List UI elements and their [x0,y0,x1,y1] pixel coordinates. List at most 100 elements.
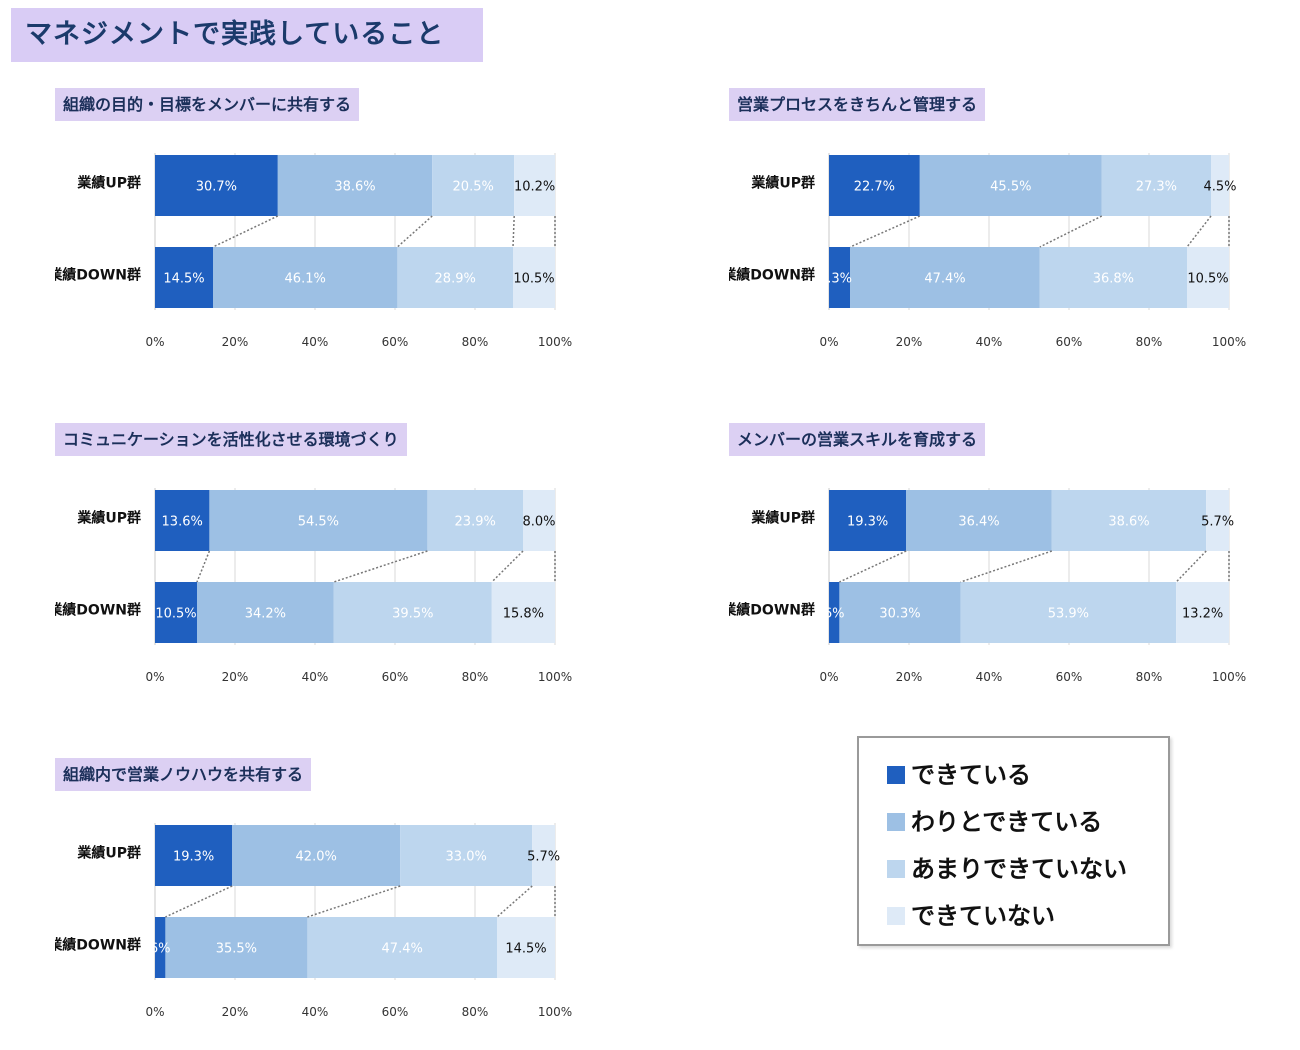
bar-segment [197,582,334,643]
bar-segment [960,582,1177,643]
x-tick-label: 80% [1136,335,1163,349]
data-label: 46.1% [285,272,326,287]
category-label: 業績DOWN群 [55,937,141,954]
bar-segment [1051,490,1207,551]
bar-segment [427,490,523,551]
data-label: 20.5% [453,180,494,195]
data-label: 33.0% [446,850,487,865]
page-title: マネジメントで実践していること [11,8,483,62]
x-tick-label: 20% [896,670,923,684]
chart-1-title: 組織の目的・目標をメンバーに共有する [55,88,360,121]
x-tick-label: 0% [145,670,164,684]
chart-2-title: 営業プロセスをきちんと管理する [729,88,986,121]
data-label: 53.9% [1048,607,1089,622]
data-label: 39.5% [392,607,433,622]
legend-label: わりとできている [911,808,1103,836]
connector-line [196,550,211,583]
bar-segment [155,490,210,551]
data-label: 36.4% [958,515,999,530]
data-label: 38.6% [334,180,375,195]
bar-segment [513,247,555,308]
connector-line [491,550,524,583]
connector-line [1039,215,1103,248]
x-tick-label: 0% [819,670,838,684]
connector-line [396,215,433,248]
category-label: 業績UP群 [76,175,141,192]
data-label: 30.7% [196,180,237,195]
bar-segment [213,247,398,308]
chart-panel-2: 22.7% 45.5% 27.3% 4.5% 業績UP群 .3% 47.4% 36.8% 10.… [729,88,1300,378]
data-label: 22.7% [854,180,895,195]
chart-2-svg: 22.7% 45.5% 27.3% 4.5% 業績UP群 .3% 47.4% 36.8% 10.… [729,153,1246,349]
data-label: 36.8% [1093,272,1134,287]
data-label: .3% [827,272,852,287]
category-label: 業績DOWN群 [729,267,815,284]
category-label: 業績UP群 [76,510,141,527]
x-tick-label: 40% [302,670,329,684]
connector-line [165,885,233,918]
chart-4-title: メンバーの営業スキルを育成する [729,423,986,456]
category-label: 業績UP群 [750,510,815,527]
data-label: 54.5% [298,515,339,530]
connector-line [960,550,1053,583]
category-label: 業績DOWN群 [729,602,815,619]
bar-segment [1206,490,1229,551]
x-tick-label: 0% [819,335,838,349]
data-label: 13.6% [162,515,203,530]
data-label: 8.0% [522,515,555,530]
x-tick-label: 0% [145,335,164,349]
bar-segment [307,917,497,978]
bar-segment [532,825,555,886]
data-label: 45.5% [990,180,1031,195]
chart-1-svg: 30.7% 38.6% 20.5% 10.2% 業績UP群 14.5% 46.1% 28.9%… [55,153,572,349]
bar-segment [397,247,513,308]
x-tick-label: 20% [896,335,923,349]
connector-line [496,885,533,918]
bar-segment [839,582,961,643]
x-tick-label: 20% [222,335,249,349]
bar-segment [850,247,1040,308]
bar-segment [155,917,166,978]
connector-line [307,885,401,918]
chart-panel-4: 19.3% 36.4% 38.6% 5.7% 業績UP群 6% 30.3% 53.9% 13.2… [729,423,1300,713]
bar-segment [497,917,555,978]
x-tick-label: 60% [1056,335,1083,349]
bar-segment [1101,155,1211,216]
x-tick-label: 80% [462,670,489,684]
bar-segment [277,155,433,216]
data-label: 14.5% [163,272,204,287]
legend-swatch [887,860,905,878]
bar-segment [829,490,907,551]
x-tick-label: 100% [538,670,572,684]
data-label: 42.0% [296,850,337,865]
connector-line [1175,550,1207,583]
chart-5-svg: 19.3% 42.0% 33.0% 5.7% 業績UP群 6% 35.5% 47.4% 14.5… [55,823,572,1019]
bar-segment [1176,582,1229,643]
bar-segment [209,490,428,551]
x-tick-label: 0% [145,1005,164,1019]
bar-segment [514,155,555,216]
connector-line [839,550,907,583]
bar-segment [829,155,920,216]
chart-3-svg: 13.6% 54.5% 23.9% 8.0% 業績UP群 10.5% 34.2% 39.5% 1… [55,488,572,684]
x-tick-label: 100% [1212,670,1246,684]
chart-panel-1: 30.7% 38.6% 20.5% 10.2% 業績UP群 14.5% 46.1% 28.9%… [55,88,675,378]
data-label: 30.3% [879,607,920,622]
x-tick-label: 20% [222,1005,249,1019]
bar-segment [829,247,851,308]
bar-segment [165,917,308,978]
data-label: 6% [824,607,845,622]
x-tick-label: 40% [302,1005,329,1019]
data-label: 27.3% [1136,180,1177,195]
x-tick-label: 40% [976,335,1003,349]
legend-label: できていない [911,902,1055,930]
legend-label: できている [911,761,1031,789]
data-label: 10.2% [514,180,555,195]
legend-swatch [887,813,905,831]
bar-segment [523,490,555,551]
chart-3-title: コミュニケーションを活性化させる環境づくり [55,423,407,456]
bar-segment [155,825,233,886]
x-tick-label: 60% [382,1005,409,1019]
connector-line [1186,215,1212,248]
bar-segment [491,582,555,643]
